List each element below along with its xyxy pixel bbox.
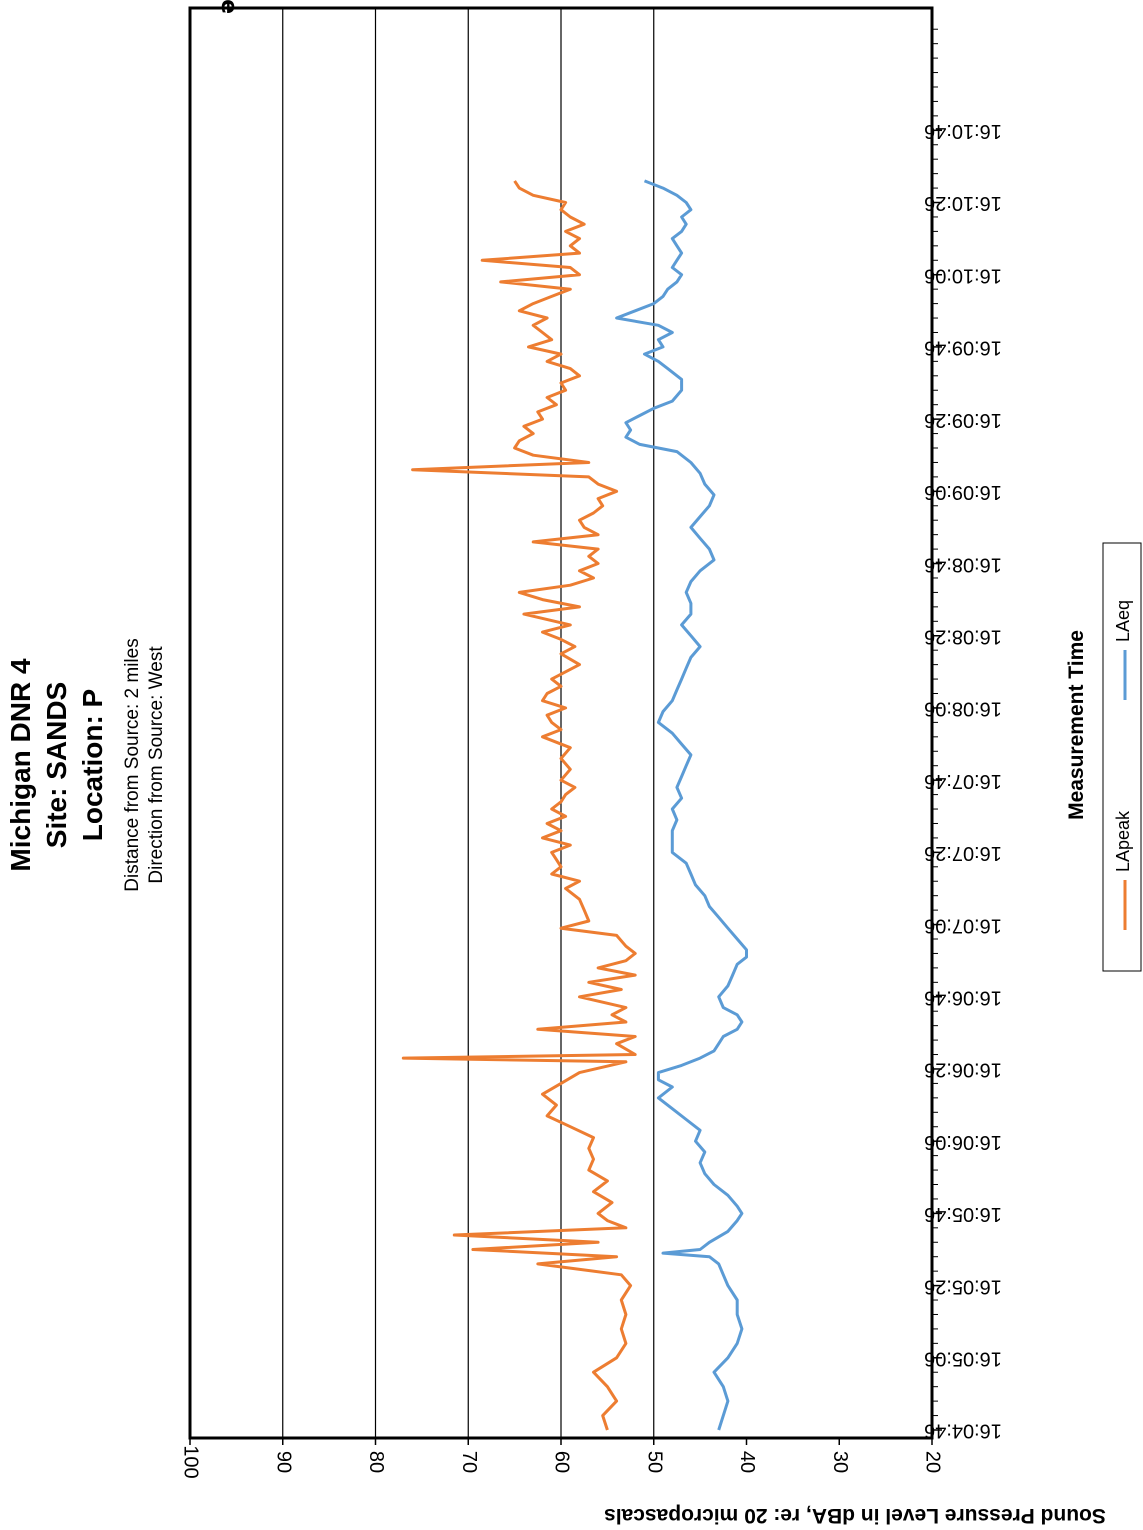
x-tick-label: 16:05:06 [924, 1348, 1002, 1370]
legend: LApeak LAeq [1102, 542, 1142, 972]
x-tick-label: 16:09:46 [924, 337, 1002, 359]
x-tick-label: 16:05:26 [924, 1275, 1002, 1297]
chart-subtitle-site: Site: SANDS [41, 682, 72, 848]
y-tick-label: 40 [736, 1451, 758, 1473]
x-axis-title: Measurement Time [1065, 630, 1088, 820]
legend-label-laeq: LAeq [1113, 600, 1133, 642]
chart-subtitle-location: Location: P [77, 689, 108, 841]
x-tick-label: 16:06:06 [924, 1131, 1002, 1153]
chart-info-distance: Distance from Source: 2 miles [122, 638, 143, 891]
y-axis-ticks: 20 30 40 50 60 70 80 90 100 [180, 1438, 944, 1479]
series-line-laeq [615, 179, 748, 1431]
x-tick-label: 16:10:06 [924, 264, 1002, 286]
x-axis-ticks: 16:04:46 16:05:06 16:05:26 16:05:46 16:06:06… [924, 28, 1002, 1442]
y-tick-label: 50 [643, 1451, 665, 1473]
x-tick-label: 16:07:26 [924, 842, 1002, 864]
x-tick-label: 16:09:26 [924, 409, 1002, 431]
x-tick-label: 16:08:06 [924, 698, 1002, 720]
series-layer [401, 179, 748, 1431]
x-tick-label: 16:09:06 [924, 481, 1002, 503]
y-tick-label: 30 [829, 1451, 851, 1473]
series-line-lapeak [401, 180, 637, 1431]
y-axis-title: Sound Pressure Level in dBA, re: 20 micr… [604, 1504, 1106, 1527]
y-tick-label: 70 [458, 1451, 480, 1473]
y-tick-label: 20 [922, 1451, 944, 1473]
y-tick-label: 60 [551, 1451, 573, 1473]
chart-title: Michigan DNR 4 [5, 658, 36, 872]
x-tick-label: 16:07:06 [924, 914, 1002, 936]
y-tick-label: 100 [180, 1445, 202, 1478]
legend-label-lapeak: LApeak [1113, 810, 1133, 872]
x-tick-label: 16:08:46 [924, 553, 1002, 575]
legend-box [1102, 542, 1142, 972]
x-tick-label: 16:05:46 [924, 1203, 1002, 1225]
gridlines [282, 8, 655, 1438]
chart-info-direction: Direction from Source: West [146, 646, 167, 884]
plot-area [188, 6, 934, 1440]
x-tick-label: 16:06:46 [924, 986, 1002, 1008]
x-tick-label: 16:10:26 [924, 192, 1002, 214]
x-tick-label: 16:04:46 [924, 1420, 1002, 1442]
x-tick-label: 16:08:26 [924, 625, 1002, 647]
x-tick-label: 16:10:46 [924, 120, 1002, 142]
annotation-shots-not-audible: Shots not audible [216, 0, 241, 14]
y-tick-label: 90 [272, 1451, 294, 1473]
x-tick-label: 16:06:26 [924, 1059, 1002, 1081]
x-tick-label: 16:07:46 [924, 770, 1002, 792]
y-tick-label: 80 [365, 1451, 387, 1473]
